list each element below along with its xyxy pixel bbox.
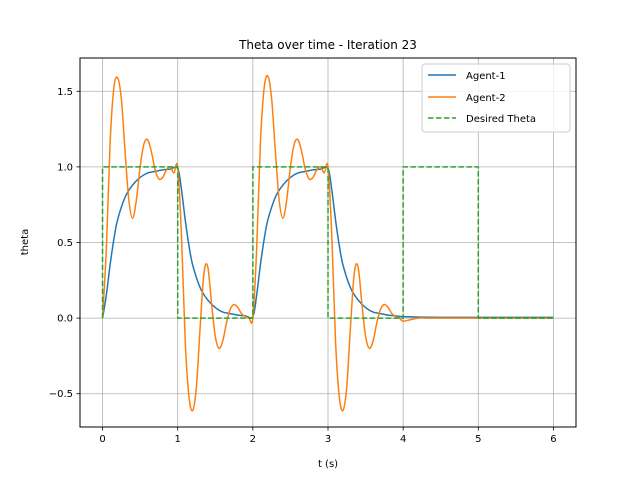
y-tick-label: 1.5 xyxy=(57,87,73,98)
legend-label-desired-theta: Desired Theta xyxy=(466,114,536,125)
y-axis-label: theta xyxy=(20,229,31,255)
x-tick-label: 3 xyxy=(325,434,331,445)
y-tick-label: 0.0 xyxy=(57,314,73,325)
series-line-agent-1 xyxy=(101,166,554,319)
y-tick-label: 0.5 xyxy=(57,238,73,249)
legend-label-agent-2: Agent-2 xyxy=(466,93,506,104)
x-axis-label: t (s) xyxy=(318,459,338,470)
x-tick-label: 5 xyxy=(475,434,481,445)
series-line-desired-theta xyxy=(101,166,554,319)
x-tick-label: 4 xyxy=(400,434,406,445)
legend-box xyxy=(421,63,571,133)
y-tick-label: 1.0 xyxy=(57,162,73,173)
y-tick-label: −0.5 xyxy=(49,389,73,400)
x-tick-label: 2 xyxy=(250,434,256,445)
legend: Agent-1 Agent-2 Desired Theta xyxy=(421,63,571,133)
chart-title: Theta over time - Iteration 23 xyxy=(238,38,417,52)
series-line-agent-2 xyxy=(101,74,554,412)
series-layer xyxy=(101,74,554,412)
x-tick-label: 6 xyxy=(550,434,556,445)
x-tick-label: 0 xyxy=(99,434,105,445)
legend-label-agent-1: Agent-1 xyxy=(466,71,506,82)
tick-layer: 0 1 2 3 4 5 6 −0.5 0.0 0.5 1.0 1.5 xyxy=(49,87,557,445)
x-tick-label: 1 xyxy=(175,434,181,445)
